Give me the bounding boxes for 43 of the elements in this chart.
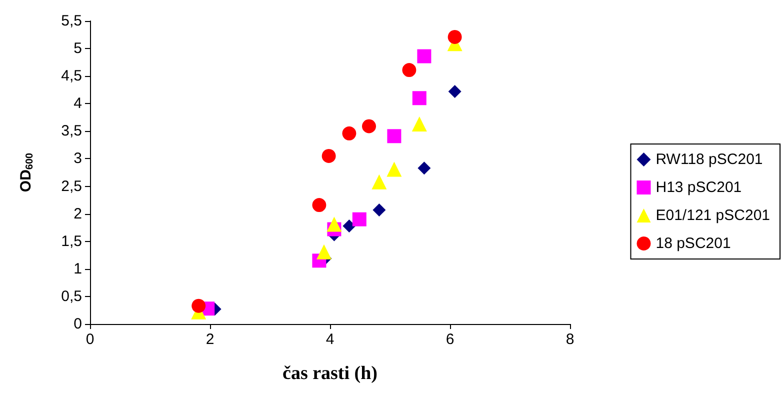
- y-tick-label: 4: [74, 95, 82, 112]
- legend-label: H13 pSC201: [656, 179, 742, 196]
- y-tick-label: 0: [74, 316, 82, 332]
- y-tick-label: 2,5: [61, 178, 82, 195]
- point: [448, 85, 462, 98]
- legend-label: RW118 pSC201: [656, 151, 763, 168]
- point: [402, 63, 416, 78]
- legend-label: E01/121 pSC201: [656, 207, 770, 224]
- y-tick-label: 0,5: [61, 288, 82, 305]
- point: [386, 162, 402, 177]
- y-tick-label: 5,5: [61, 12, 82, 30]
- y-tick-label: 1: [74, 260, 82, 278]
- x-tick-label: 0: [86, 331, 94, 348]
- point: [412, 116, 427, 132]
- x-tick-label: 8: [566, 331, 574, 348]
- point: [312, 198, 326, 212]
- point: [316, 244, 332, 260]
- point: [362, 119, 376, 134]
- x-axis-title: čas rasti (h): [282, 363, 378, 384]
- y-tick-label: 3: [74, 150, 82, 168]
- point: [372, 203, 386, 216]
- point: [342, 219, 356, 232]
- x-tick-label: 2: [206, 331, 214, 348]
- point: [192, 298, 206, 313]
- y-tick-label: 2: [74, 205, 82, 222]
- point: [387, 129, 402, 144]
- point: [322, 148, 336, 163]
- point: [352, 212, 366, 226]
- x-tick-label: 6: [446, 331, 454, 348]
- point: [412, 91, 426, 106]
- x-tick-label: 4: [326, 331, 334, 348]
- y-axis-title: OD600: [18, 152, 36, 192]
- point: [417, 49, 432, 64]
- point: [418, 162, 431, 175]
- y-tick-label: 1,5: [61, 232, 82, 250]
- y-tick-label: 5: [74, 40, 82, 58]
- point: [372, 174, 387, 190]
- point: [342, 126, 356, 140]
- y-tick-label: 4,5: [61, 68, 82, 85]
- legend-label: 18 pSC201: [656, 235, 731, 252]
- y-tick-label: 3,5: [61, 122, 82, 140]
- point: [326, 216, 342, 232]
- point: [448, 30, 462, 44]
